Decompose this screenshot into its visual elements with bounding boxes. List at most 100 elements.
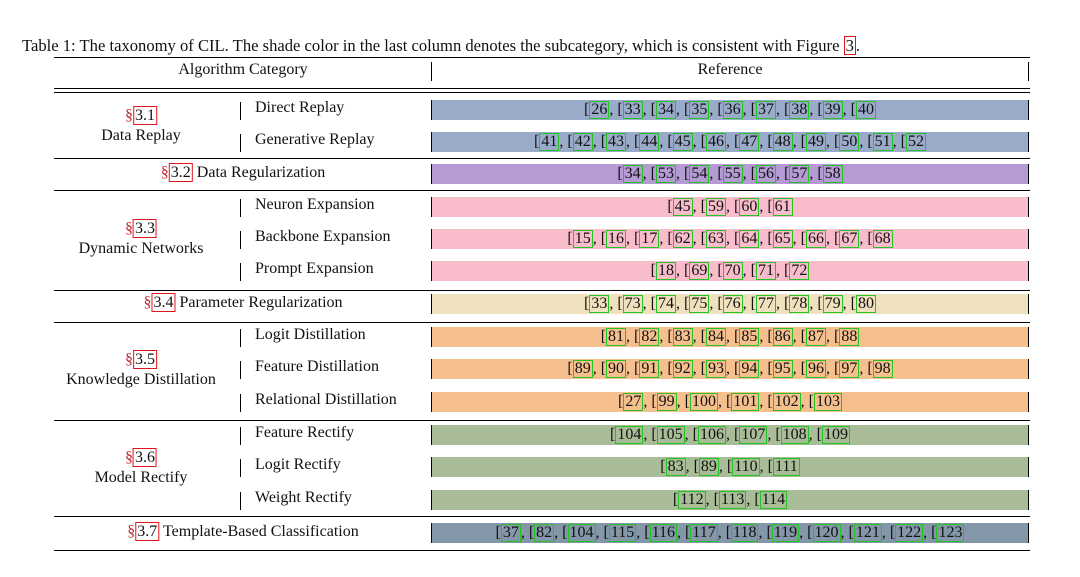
reference-link[interactable]: 52 [905, 133, 926, 151]
reference-link[interactable]: 42 [572, 133, 593, 151]
reference-link[interactable]: 122 [895, 524, 924, 542]
reference-link[interactable]: 49 [805, 133, 826, 151]
reference-link[interactable]: 62 [672, 230, 693, 248]
reference-link[interactable]: 114 [759, 491, 788, 509]
reference-link[interactable]: 27 [623, 393, 644, 411]
reference-link[interactable]: 80 [855, 295, 876, 313]
caption-figure-ref[interactable]: 3 [843, 36, 856, 55]
reference-link[interactable]: 108 [780, 426, 809, 444]
knowledge-distillation-section-link[interactable]: 3.5 [132, 349, 157, 369]
reference-link[interactable]: 83 [672, 328, 693, 346]
reference-link[interactable]: 93 [706, 360, 726, 378]
reference-link[interactable]: 101 [731, 393, 760, 411]
reference-link[interactable]: 115 [608, 524, 637, 542]
reference-link[interactable]: 40 [855, 101, 876, 119]
reference-link[interactable]: 56 [755, 165, 776, 183]
reference-link[interactable]: 72 [789, 262, 810, 280]
reference-link[interactable]: 53 [656, 165, 676, 183]
reference-link[interactable]: 71 [755, 262, 776, 280]
reference-link[interactable]: 109 [821, 426, 850, 444]
reference-link[interactable]: 111 [772, 458, 800, 476]
reference-link[interactable]: 98 [872, 360, 893, 378]
reference-link[interactable]: 48 [772, 133, 793, 151]
reference-link[interactable]: 116 [649, 524, 677, 542]
reference-link[interactable]: 85 [739, 328, 760, 346]
reference-link[interactable]: 118 [731, 524, 759, 542]
reference-link[interactable]: 89 [698, 458, 719, 476]
reference-link[interactable]: 105 [656, 426, 685, 444]
reference-link[interactable]: 96 [805, 360, 826, 378]
reference-link[interactable]: 64 [739, 230, 760, 248]
reference-link[interactable]: 16 [606, 230, 627, 248]
reference-link[interactable]: 99 [656, 393, 677, 411]
reference-link[interactable]: 84 [706, 328, 726, 346]
reference-link[interactable]: 86 [772, 328, 793, 346]
reference-link[interactable]: 67 [839, 230, 860, 248]
reference-link[interactable]: 41 [539, 133, 560, 151]
reference-link[interactable]: 88 [839, 328, 860, 346]
reference-link[interactable]: 36 [722, 101, 743, 119]
reference-link[interactable]: 57 [789, 165, 810, 183]
reference-link[interactable]: 121 [853, 524, 882, 542]
reference-link[interactable]: 34 [656, 101, 676, 119]
reference-link[interactable]: 76 [722, 295, 743, 313]
reference-link[interactable]: 17 [639, 230, 660, 248]
reference-link[interactable]: 26 [589, 101, 610, 119]
reference-link[interactable]: 89 [572, 360, 593, 378]
reference-link[interactable]: 55 [722, 165, 743, 183]
reference-link[interactable]: 15 [572, 230, 593, 248]
reference-link[interactable]: 95 [772, 360, 793, 378]
reference-link[interactable]: 90 [606, 360, 627, 378]
reference-link[interactable]: 38 [789, 101, 810, 119]
model-rectify-section-link[interactable]: 3.6 [133, 447, 157, 467]
reference-link[interactable]: 81 [606, 328, 627, 346]
reference-link[interactable]: 58 [822, 165, 843, 183]
reference-link[interactable]: 44 [639, 133, 660, 151]
reference-link[interactable]: 107 [739, 426, 768, 444]
reference-link[interactable]: 112 [678, 491, 706, 509]
data-regularization-section-link[interactable]: 3.2 [168, 163, 193, 182]
reference-link[interactable]: 59 [706, 198, 726, 216]
reference-link[interactable]: 33 [589, 295, 610, 313]
reference-link[interactable]: 74 [656, 295, 676, 313]
reference-link[interactable]: 18 [656, 262, 676, 280]
reference-link[interactable]: 45 [672, 133, 693, 151]
reference-link[interactable]: 77 [755, 295, 776, 313]
reference-link[interactable]: 113 [718, 491, 747, 509]
reference-link[interactable]: 61 [772, 198, 793, 216]
reference-link[interactable]: 39 [822, 101, 843, 119]
reference-link[interactable]: 78 [789, 295, 810, 313]
reference-link[interactable]: 45 [672, 198, 693, 216]
reference-link[interactable]: 50 [839, 133, 860, 151]
reference-link[interactable]: 51 [872, 133, 893, 151]
reference-link[interactable]: 106 [698, 426, 726, 444]
reference-link[interactable]: 70 [722, 262, 743, 280]
reference-link[interactable]: 103 [813, 393, 842, 411]
reference-link[interactable]: 37 [500, 524, 521, 542]
reference-link[interactable]: 91 [639, 360, 660, 378]
reference-link[interactable]: 100 [690, 393, 718, 411]
reference-link[interactable]: 34 [622, 165, 643, 183]
reference-link[interactable]: 65 [772, 230, 793, 248]
reference-link[interactable]: 102 [772, 393, 801, 411]
reference-link[interactable]: 120 [812, 524, 841, 542]
reference-link[interactable]: 123 [936, 524, 965, 542]
reference-link[interactable]: 82 [534, 524, 555, 542]
reference-link[interactable]: 33 [622, 101, 643, 119]
reference-link[interactable]: 73 [622, 295, 643, 313]
parameter-regularization-section-link[interactable]: 3.4 [151, 293, 176, 312]
reference-link[interactable]: 43 [606, 133, 627, 151]
reference-link[interactable]: 79 [822, 295, 843, 313]
reference-link[interactable]: 97 [839, 360, 860, 378]
reference-link[interactable]: 104 [567, 524, 596, 542]
reference-link[interactable]: 60 [739, 198, 760, 216]
reference-link[interactable]: 119 [771, 524, 800, 542]
reference-link[interactable]: 104 [615, 426, 644, 444]
data-replay-section-link[interactable]: 3.1 [133, 106, 157, 125]
reference-link[interactable]: 75 [689, 295, 710, 313]
reference-link[interactable]: 35 [689, 101, 710, 119]
reference-link[interactable]: 37 [755, 101, 776, 119]
reference-link[interactable]: 63 [706, 230, 726, 248]
reference-link[interactable]: 82 [639, 328, 660, 346]
reference-link[interactable]: 117 [690, 524, 718, 542]
